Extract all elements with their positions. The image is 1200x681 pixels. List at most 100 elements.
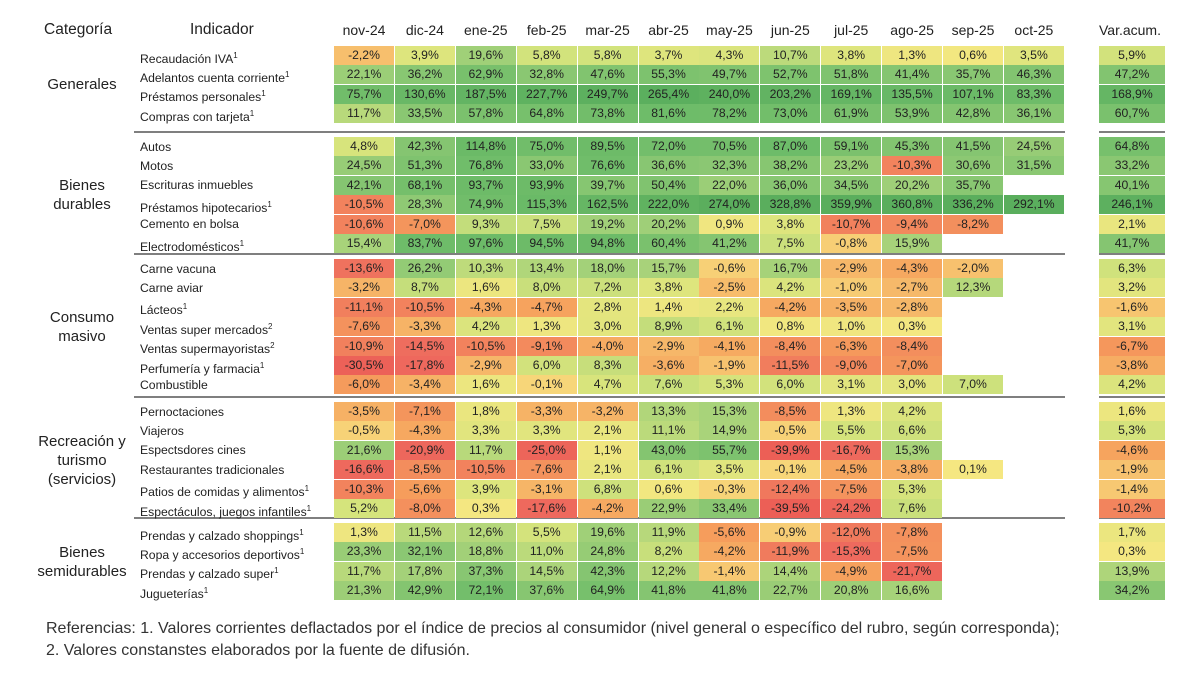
heatmap-cell: 42,3%: [577, 561, 638, 581]
indicator-text: Adelantos cuenta corriente: [140, 70, 285, 85]
heatmap-cell: -10,5%: [455, 460, 516, 480]
heatmap-cell: 20,2%: [638, 214, 699, 234]
heatmap-cell: 36,1%: [1003, 104, 1064, 124]
heatmap-cell: -4,9%: [821, 561, 882, 581]
heatmap-cell: -7,5%: [882, 542, 943, 562]
group-separator: [134, 517, 1065, 519]
heatmap-cell: 5,8%: [577, 46, 638, 65]
heatmap-cell: 11,5%: [394, 523, 455, 542]
heatmap-cell: 1,3%: [516, 317, 577, 337]
heatmap-cell: 74,9%: [455, 195, 516, 215]
heatmap-cell: 39,7%: [577, 175, 638, 195]
heatmap-cell: 78,2%: [699, 104, 760, 124]
accum-separator: [1099, 517, 1165, 519]
heatmap-cell: 11,9%: [638, 523, 699, 542]
group-separator: [134, 253, 1065, 255]
footnote-marker: 1: [239, 238, 245, 248]
heatmap-cell: -0,1%: [760, 460, 821, 480]
heatmap-cell: 73,8%: [577, 104, 638, 124]
footnote-marker: 1: [249, 108, 255, 118]
accum-cell: -6,7%: [1099, 336, 1165, 356]
heatmap-cell: 10,7%: [760, 46, 821, 65]
heatmap-cell: 1,6%: [455, 278, 516, 298]
heatmap-cell: -13,6%: [334, 259, 394, 278]
heatmap-cell: -3,5%: [821, 297, 882, 317]
footnote-marker: 2: [270, 341, 275, 351]
accum-cell: 246,1%: [1099, 195, 1165, 215]
heatmap-cell: -3,6%: [638, 356, 699, 375]
indicator-text: Motos: [140, 158, 174, 173]
indicator-label: Combustible: [140, 376, 208, 394]
heatmap-cell: 187,5%: [455, 84, 516, 104]
heatmap-cell: 4,2%: [760, 278, 821, 298]
indicator-label: Motos: [140, 157, 173, 175]
heatmap-cell: 0,3%: [882, 317, 943, 337]
heatmap-cell: -9,4%: [882, 214, 943, 234]
heatmap-cell: 41,8%: [699, 581, 760, 601]
heatmap-cell: -12,0%: [821, 523, 882, 542]
indicator-label: Carne aviar: [140, 279, 203, 297]
indicator-label: Lácteos1: [140, 298, 187, 319]
heatmap-cell: 8,0%: [516, 278, 577, 298]
indicator-label: Prendas y calzado super1: [140, 562, 279, 583]
heatmap-cell: 43,0%: [638, 440, 699, 460]
accum-cell: 41,7%: [1099, 234, 1165, 253]
heatmap-cell: -0,5%: [334, 421, 394, 441]
indicator-text: Carne aviar: [140, 280, 203, 295]
accum-cell: 1,7%: [1099, 523, 1165, 542]
heatmap-cell: 7,2%: [577, 278, 638, 298]
heatmap-cell: 55,7%: [699, 440, 760, 460]
indicator-text: Ventas super mercados: [140, 322, 269, 337]
heatmap-cell: 6,0%: [760, 375, 821, 395]
heatmap-cell: 15,3%: [699, 402, 760, 421]
heatmap-cell: 7,6%: [638, 375, 699, 395]
heatmap-cell: 94,8%: [577, 234, 638, 253]
heatmap-cell: 12,6%: [455, 523, 516, 542]
heatmap-cell: 21,6%: [334, 440, 394, 460]
heatmap-cell: -2,9%: [638, 336, 699, 356]
heatmap-cell: 265,4%: [638, 84, 699, 104]
heatmap-cell: -39,9%: [760, 440, 821, 460]
heatmap-cell: 3,7%: [638, 46, 699, 65]
month-header-jun-25: jun-25: [770, 22, 810, 38]
heatmap-cell: -4,5%: [821, 460, 882, 480]
heatmap-cell: -0,5%: [760, 421, 821, 441]
heatmap-cell: -11,9%: [760, 542, 821, 562]
heatmap-cell: 20,8%: [821, 581, 882, 601]
indicator-text: Ventas supermayoristas: [140, 342, 271, 357]
category-label: Bienes semidurables: [37, 543, 127, 580]
heatmap-cell: 3,8%: [638, 278, 699, 298]
footnote-marker: 1: [304, 484, 310, 494]
heatmap-cell: 360,8%: [882, 195, 943, 215]
heatmap-cell: 76,6%: [577, 156, 638, 176]
heatmap-cell: 5,3%: [882, 479, 943, 499]
footnote-2: 2. Valores constanstes elaborados por la…: [46, 642, 470, 659]
heatmap-cell: 19,2%: [577, 214, 638, 234]
heatmap-cell: 75,7%: [334, 84, 394, 104]
heatmap-cell: 3,3%: [455, 421, 516, 441]
heatmap-cell: 46,3%: [1003, 65, 1064, 85]
month-header-jul-25: jul-25: [834, 22, 869, 38]
heatmap-cell: 24,5%: [1003, 137, 1064, 156]
heatmap-cell: 26,2%: [394, 259, 455, 278]
heatmap-cell: 23,3%: [334, 542, 394, 562]
indicator-label: Ropa y accesorios deportivos1: [140, 543, 304, 564]
heatmap-cell: 19,6%: [455, 46, 516, 65]
indicator-label: Espectáculos, juegos infantiles1: [140, 500, 311, 521]
heatmap-cell: 6,0%: [516, 356, 577, 375]
accum-cell: 5,9%: [1099, 46, 1165, 65]
heatmap-cell: 1,6%: [455, 375, 516, 395]
category-label: Consumo masivo: [49, 308, 115, 345]
heatmap-cell: 7,0%: [943, 375, 1003, 395]
heatmap-cell: 61,9%: [821, 104, 882, 124]
indicator-text: Pernoctaciones: [140, 404, 225, 419]
indicator-label: Restaurantes tradicionales: [140, 461, 284, 479]
heatmap-cell: 1,3%: [882, 46, 943, 65]
heatmap-cell: 89,5%: [577, 137, 638, 156]
accum-cell: 2,1%: [1099, 214, 1165, 234]
heatmap-cell: -4,1%: [699, 336, 760, 356]
heatmap-cell: 53,9%: [882, 104, 943, 124]
indicator-label: Jugueterías1: [140, 582, 208, 603]
heatmap-cell: 38,2%: [760, 156, 821, 176]
